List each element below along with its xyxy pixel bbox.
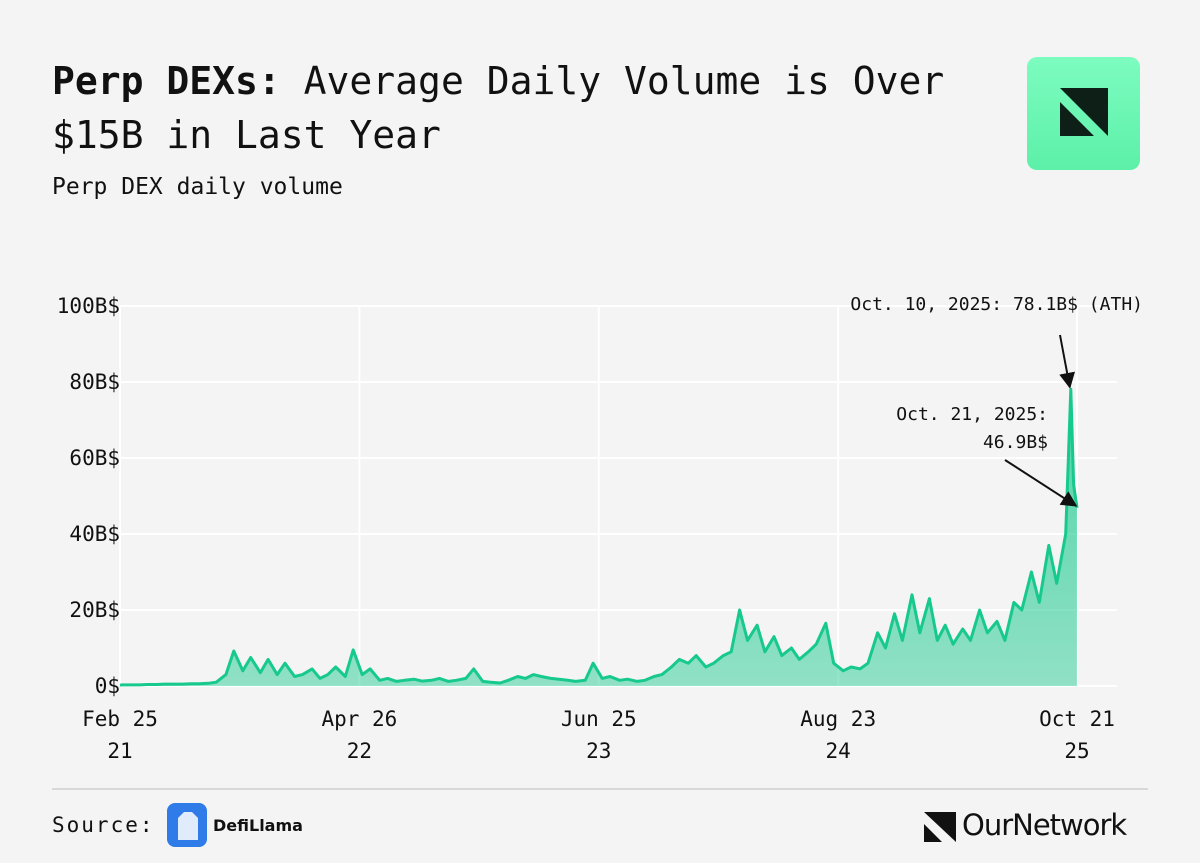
x-tick-label: Feb 25 21 <box>82 707 158 763</box>
x-tick-label: Aug 23 24 <box>800 707 877 763</box>
brand: OurNetwork <box>962 808 1127 842</box>
y-tick-label: 60B$ <box>69 446 120 470</box>
area <box>120 389 1077 686</box>
source-name: DefiLlama <box>213 816 303 835</box>
y-tick-label: 20B$ <box>69 598 120 622</box>
x-tick-label: Oct 21 25 <box>1039 707 1115 763</box>
annotation: Oct. 10, 2025: 78.1B$ (ATH) <box>850 294 1143 315</box>
defillama-icon-llama <box>178 812 198 840</box>
source-label: Source: <box>52 813 155 837</box>
annotation-arrow <box>1059 334 1076 389</box>
y-tick-label: 0$ <box>94 674 120 698</box>
y-tick-label: 80B$ <box>69 370 120 394</box>
title-bold: Perp DEXs: <box>52 59 281 103</box>
subtitle: Perp DEX daily volume <box>52 174 343 200</box>
title-rest: Average Daily Volume is Over $15B in Las… <box>52 59 945 157</box>
logo-icon <box>1060 88 1108 136</box>
x-tick-label: Jun 25 23 <box>560 707 637 763</box>
line <box>119 387 1079 687</box>
ournetwork-icon <box>924 812 956 842</box>
y-tick-label: 40B$ <box>69 522 120 546</box>
title: Perp DEXs: Average Daily Volume is Over … <box>52 54 992 162</box>
annotation: Oct. 21, 2025: 46.9B$ <box>896 404 1048 453</box>
x-tick-label: Apr 26 22 <box>321 707 398 763</box>
y-tick-label: 100B$ <box>56 294 120 318</box>
logo-badge <box>1027 57 1140 170</box>
annotation-arrow <box>1004 459 1078 507</box>
